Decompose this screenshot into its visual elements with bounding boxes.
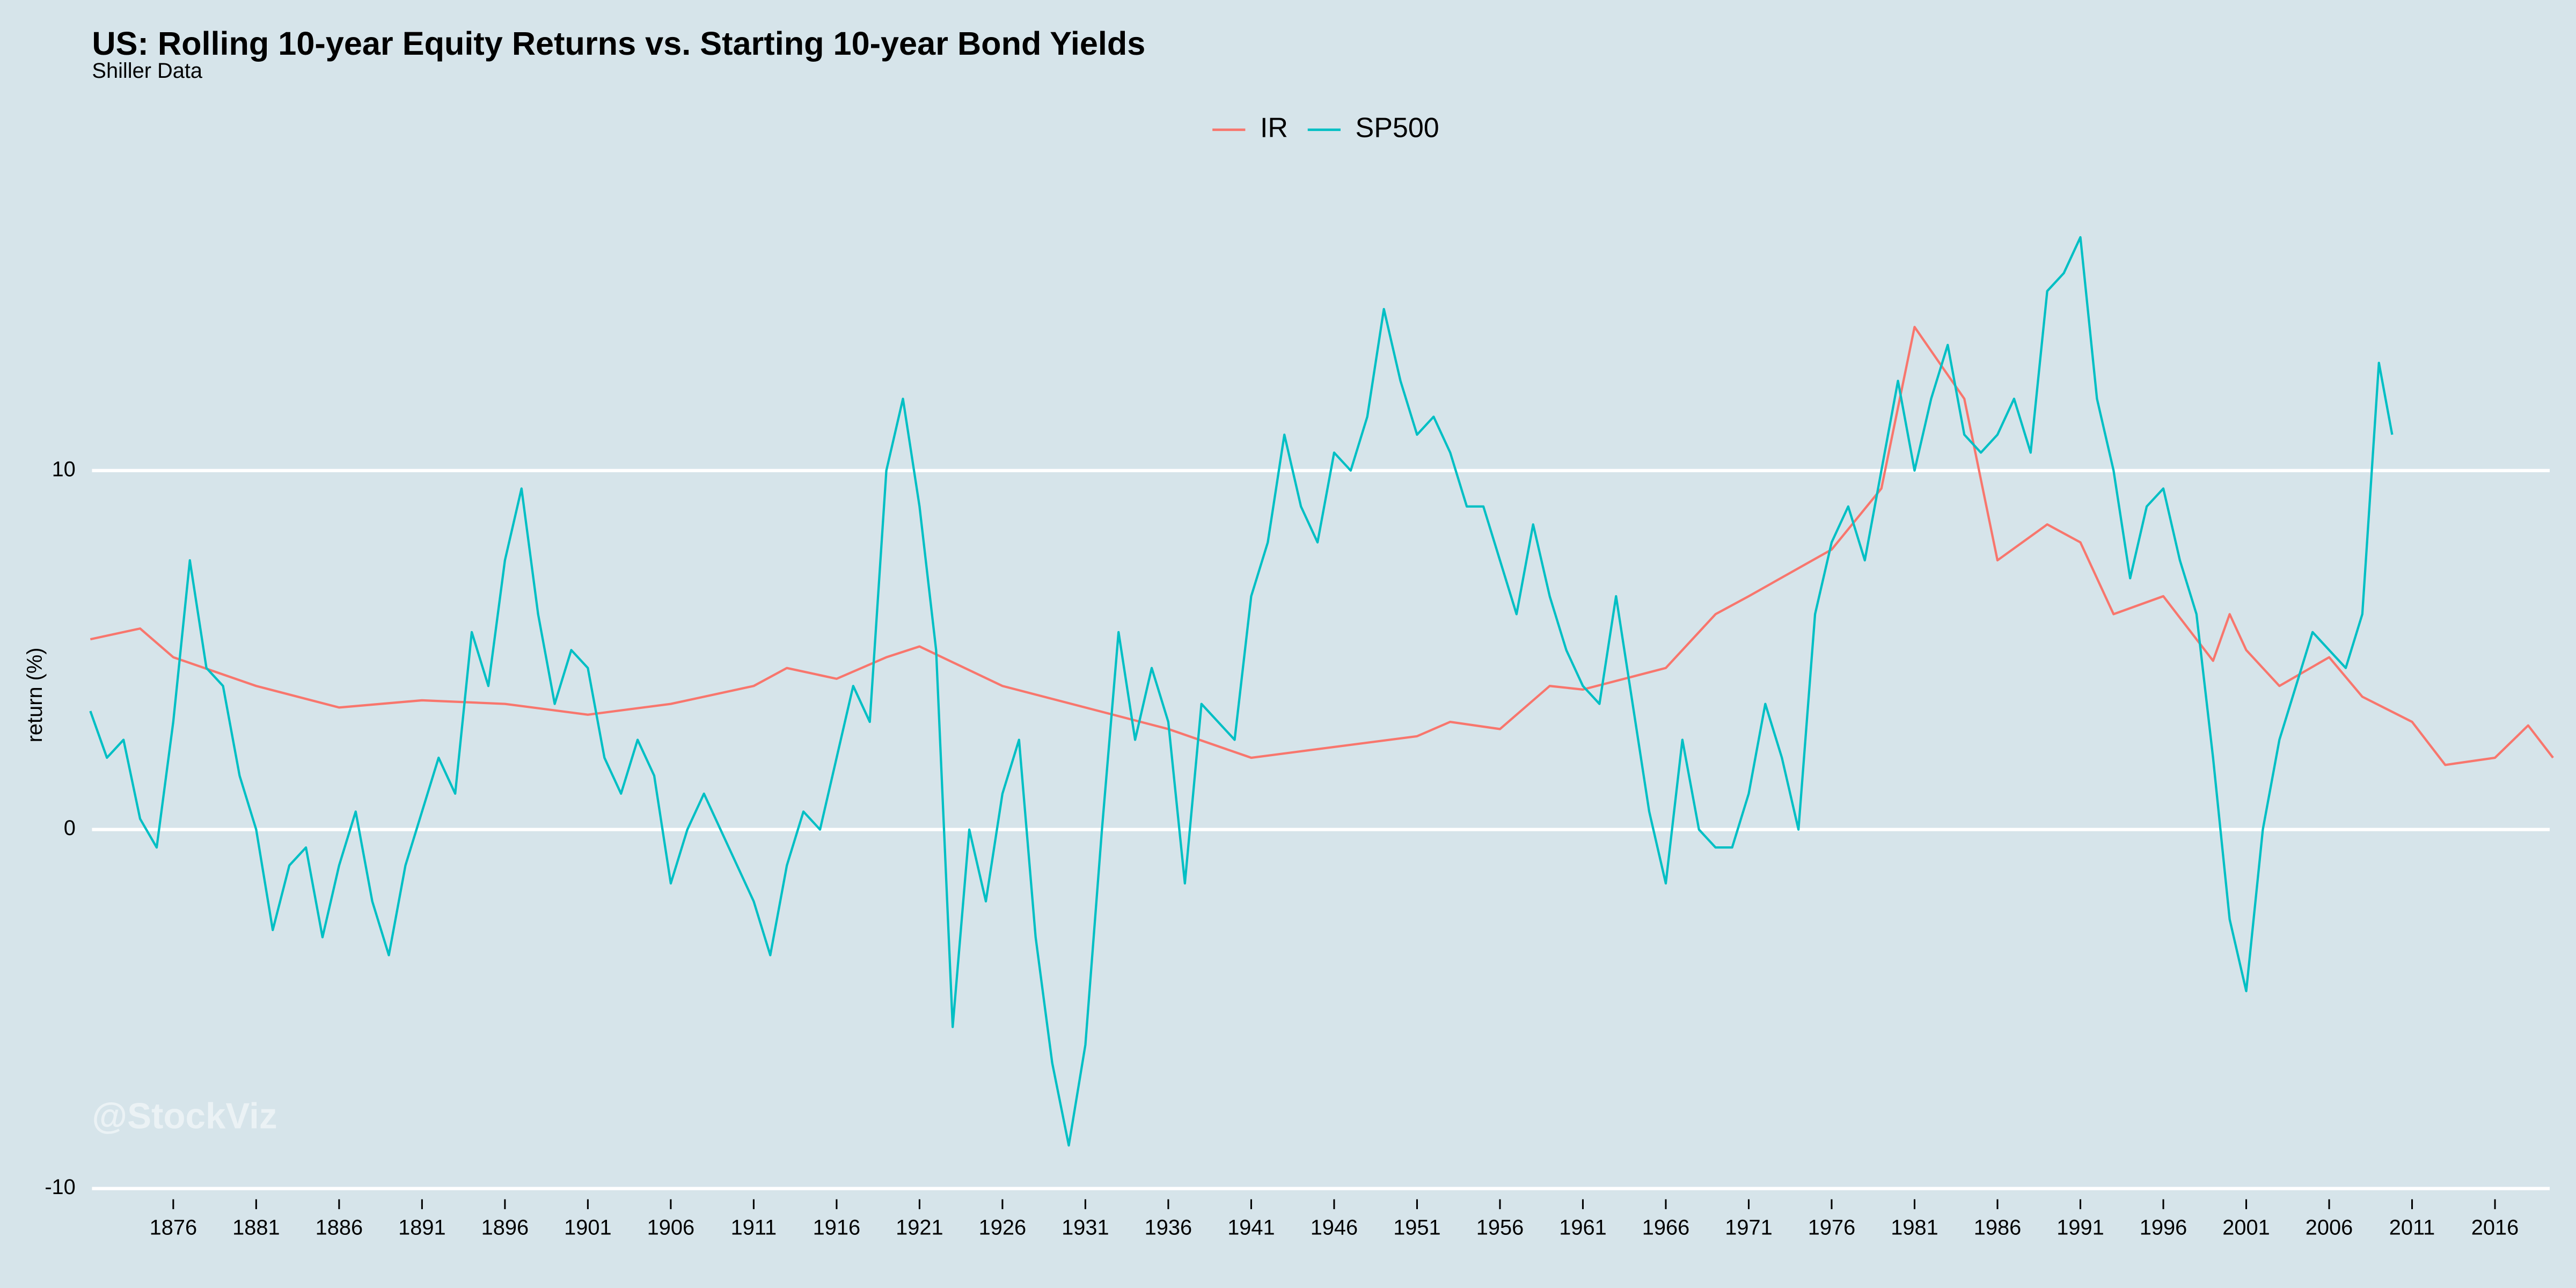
- x-tick-label: 1991: [2057, 1216, 2104, 1239]
- x-tick-label: 2011: [2389, 1216, 2435, 1239]
- x-tick-label: 1941: [1227, 1216, 1275, 1239]
- x-tick-label: 1946: [1311, 1216, 1358, 1239]
- x-tick-label: 1996: [2140, 1216, 2187, 1239]
- x-tick-label: 2006: [2306, 1216, 2353, 1239]
- legend: IR SP500: [1212, 113, 1439, 144]
- legend-item: SP500: [1307, 113, 1439, 144]
- chart-subtitle: Shiller Data: [92, 59, 203, 83]
- x-tick-label: 2001: [2222, 1216, 2270, 1239]
- x-tick-label: 1936: [1145, 1216, 1192, 1239]
- y-axis-label: return (%): [23, 647, 47, 742]
- x-tick-label: 1976: [1808, 1216, 1856, 1239]
- y-tick-label: 0: [64, 816, 76, 840]
- x-tick-label: 1891: [398, 1216, 446, 1239]
- x-tick-label: 1901: [564, 1216, 612, 1239]
- x-tick-label: 1931: [1062, 1216, 1109, 1239]
- legend-label: SP500: [1356, 113, 1439, 144]
- x-tick-label: 2016: [2471, 1216, 2519, 1239]
- legend-label: IR: [1260, 113, 1288, 144]
- x-tick-label: 1886: [316, 1216, 363, 1239]
- x-tick-label: 1961: [1559, 1216, 1607, 1239]
- x-tick-label: 1986: [1974, 1216, 2022, 1239]
- x-tick-label: 1876: [150, 1216, 197, 1239]
- x-tick-label: 1921: [896, 1216, 943, 1239]
- x-tick-label: 1906: [647, 1216, 695, 1239]
- y-tick-label: -10: [45, 1175, 76, 1199]
- grid: -10 0 10 1876 1881 1886 1891 1896 1901 1906 1911 19…: [45, 457, 2550, 1239]
- x-tick-label: 1956: [1476, 1216, 1524, 1239]
- y-tick-label: 10: [52, 457, 76, 481]
- x-tick-label: 1881: [232, 1216, 280, 1239]
- series-line: [89, 236, 2394, 1147]
- plot-area: [89, 236, 2554, 1147]
- x-tick-label: 1951: [1393, 1216, 1441, 1239]
- x-tick-label: 1971: [1725, 1216, 1773, 1239]
- series-line: [90, 326, 2554, 766]
- x-tick-label: 1916: [813, 1216, 860, 1239]
- watermark: @StockViz: [92, 1096, 277, 1136]
- x-tick-label: 1911: [731, 1216, 777, 1239]
- legend-item: IR: [1212, 113, 1288, 144]
- x-tick-label: 1926: [979, 1216, 1026, 1239]
- x-tick-label: 1966: [1642, 1216, 1690, 1239]
- x-tick-label: 1896: [481, 1216, 529, 1239]
- chart-title: US: Rolling 10-year Equity Returns vs. S…: [92, 25, 1145, 62]
- x-tick-label: 1981: [1891, 1216, 1938, 1239]
